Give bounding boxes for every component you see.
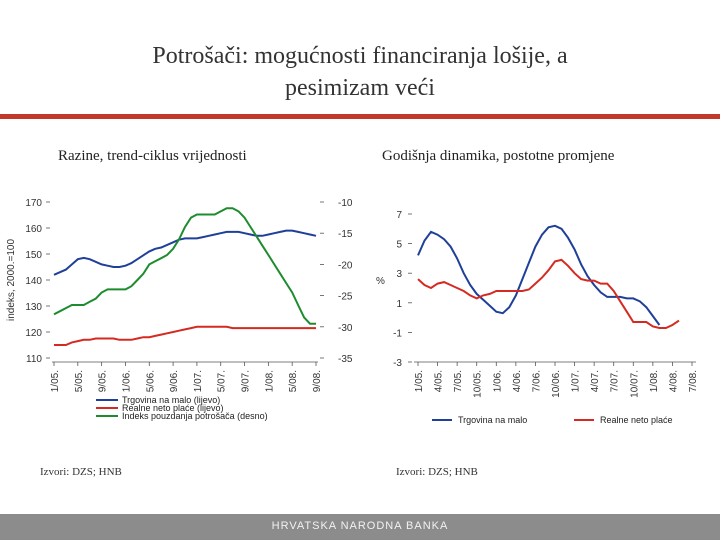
x-axis-tick-label: 5/05. [74, 370, 85, 392]
x-axis-tick-label: 1/08. [264, 370, 275, 392]
legend-label-2: Realne neto plaće (lijevo) [122, 403, 224, 413]
x-axis-tick-label: 1/07. [193, 370, 204, 392]
x-axis-tick-label: 5/08. [288, 370, 299, 392]
right-chart-source: Izvori: DZS; HNB [396, 466, 478, 478]
x-axis-tick-label: 7/08. [688, 370, 699, 392]
legend-label-3: Indeks pouzdanja potrošača (desno) [122, 411, 268, 421]
y-axis-tick-label: 1 [396, 299, 402, 310]
right-axis-tick-label: -30 [338, 323, 353, 334]
x-axis-tick-label: 5/07. [217, 370, 228, 392]
x-axis-tick-label: 7/07. [610, 370, 621, 392]
footer-bar: HRVATSKA NARODNA BANKA [0, 514, 720, 540]
slide-title: Potrošači: mogućnosti financiranja lošij… [60, 40, 660, 104]
right-chart-subtitle: Godišnja dinamika, postotne promjene [382, 148, 615, 164]
x-axis-tick-label: 7/06. [531, 370, 542, 392]
right-axis-tick-label: -10 [338, 198, 353, 209]
x-axis-tick-label: 4/05. [434, 370, 445, 392]
x-axis-tick-label: 9/07. [241, 370, 252, 392]
series-line-3 [53, 207, 316, 325]
left-axis-tick-label: 130 [25, 302, 42, 313]
y-axis-tick-label: 3 [396, 269, 402, 280]
y-axis-tick-label: -3 [393, 358, 402, 369]
x-axis-tick-label: 10/07. [629, 370, 640, 398]
left-chart-subtitle: Razine, trend-ciklus vrijednosti [58, 148, 247, 164]
right-axis-tick-label: -15 [338, 229, 353, 240]
left-axis-tick-label: 110 [26, 354, 42, 365]
series-line-1 [53, 229, 317, 276]
x-axis-tick-label: 1/08. [649, 370, 660, 392]
series-line-2 [417, 258, 680, 329]
x-axis-tick-label: 10/06. [551, 370, 562, 398]
left-axis-tick-label: 170 [25, 198, 42, 209]
x-axis-tick-label: 4/07. [590, 370, 601, 392]
series-line-2 [54, 325, 316, 346]
x-axis-tick-label: 4/08. [668, 370, 679, 392]
x-axis-tick-label: 9/05. [98, 370, 109, 392]
x-axis-tick-label: 7/05. [453, 370, 464, 392]
x-axis-tick-label: 9/08. [312, 370, 323, 392]
x-axis-tick-label: 1/07. [571, 370, 582, 392]
x-axis-tick-label: 1/05. [50, 370, 61, 392]
legend-label-2: Realne neto plaće [600, 415, 673, 425]
left-axis-tick-label: 140 [25, 276, 42, 287]
series-line-1 [417, 224, 661, 326]
y-axis-label: % [376, 276, 385, 287]
left-chart-source: Izvori: DZS; HNB [40, 466, 122, 478]
x-axis-tick-label: 1/06. [492, 370, 503, 392]
x-axis-tick-label: 10/05. [473, 370, 484, 398]
title-divider [0, 114, 720, 119]
y-axis-tick-label: 7 [396, 210, 402, 221]
slide-title-line-1: Potrošači: mogućnosti financiranja lošij… [152, 43, 568, 69]
y-axis-tick-label: 5 [396, 240, 402, 251]
left-axis-tick-label: 120 [25, 328, 42, 339]
legend-label-1: Trgovina na malo (lijevo) [122, 395, 220, 405]
x-axis-tick-label: 1/05. [414, 370, 425, 392]
right-axis-tick-label: -25 [338, 292, 353, 303]
x-axis-tick-label: 5/06. [145, 370, 156, 392]
legend-label-1: Trgovina na malo [458, 415, 527, 425]
slide-title-line-2: pesimizam veći [285, 75, 435, 101]
left-axis-tick-label: 160 [25, 224, 42, 235]
x-axis-tick-label: 1/06. [121, 370, 132, 392]
footer-text: HRVATSKA NARODNA BANKA [271, 520, 449, 532]
left-axis-tick-label: 150 [25, 250, 42, 261]
left-chart: 110 120 130 140 150 160 170 -35 -30 -25 -20 -15 -10 i… [6, 198, 353, 421]
right-chart: -3 -1 1 3 5 7% 1/05. 4/05. 7/05. 10/05. 1/06. 4/06.… [376, 210, 699, 425]
left-axis-label: indeks, 2000.=100 [6, 239, 17, 321]
x-axis-tick-label: 9/06. [169, 370, 180, 392]
x-axis-tick-label: 4/06. [512, 370, 523, 392]
y-axis-tick-label: -1 [393, 328, 402, 339]
right-axis-tick-label: -35 [338, 354, 353, 365]
right-axis-tick-label: -20 [338, 260, 353, 271]
